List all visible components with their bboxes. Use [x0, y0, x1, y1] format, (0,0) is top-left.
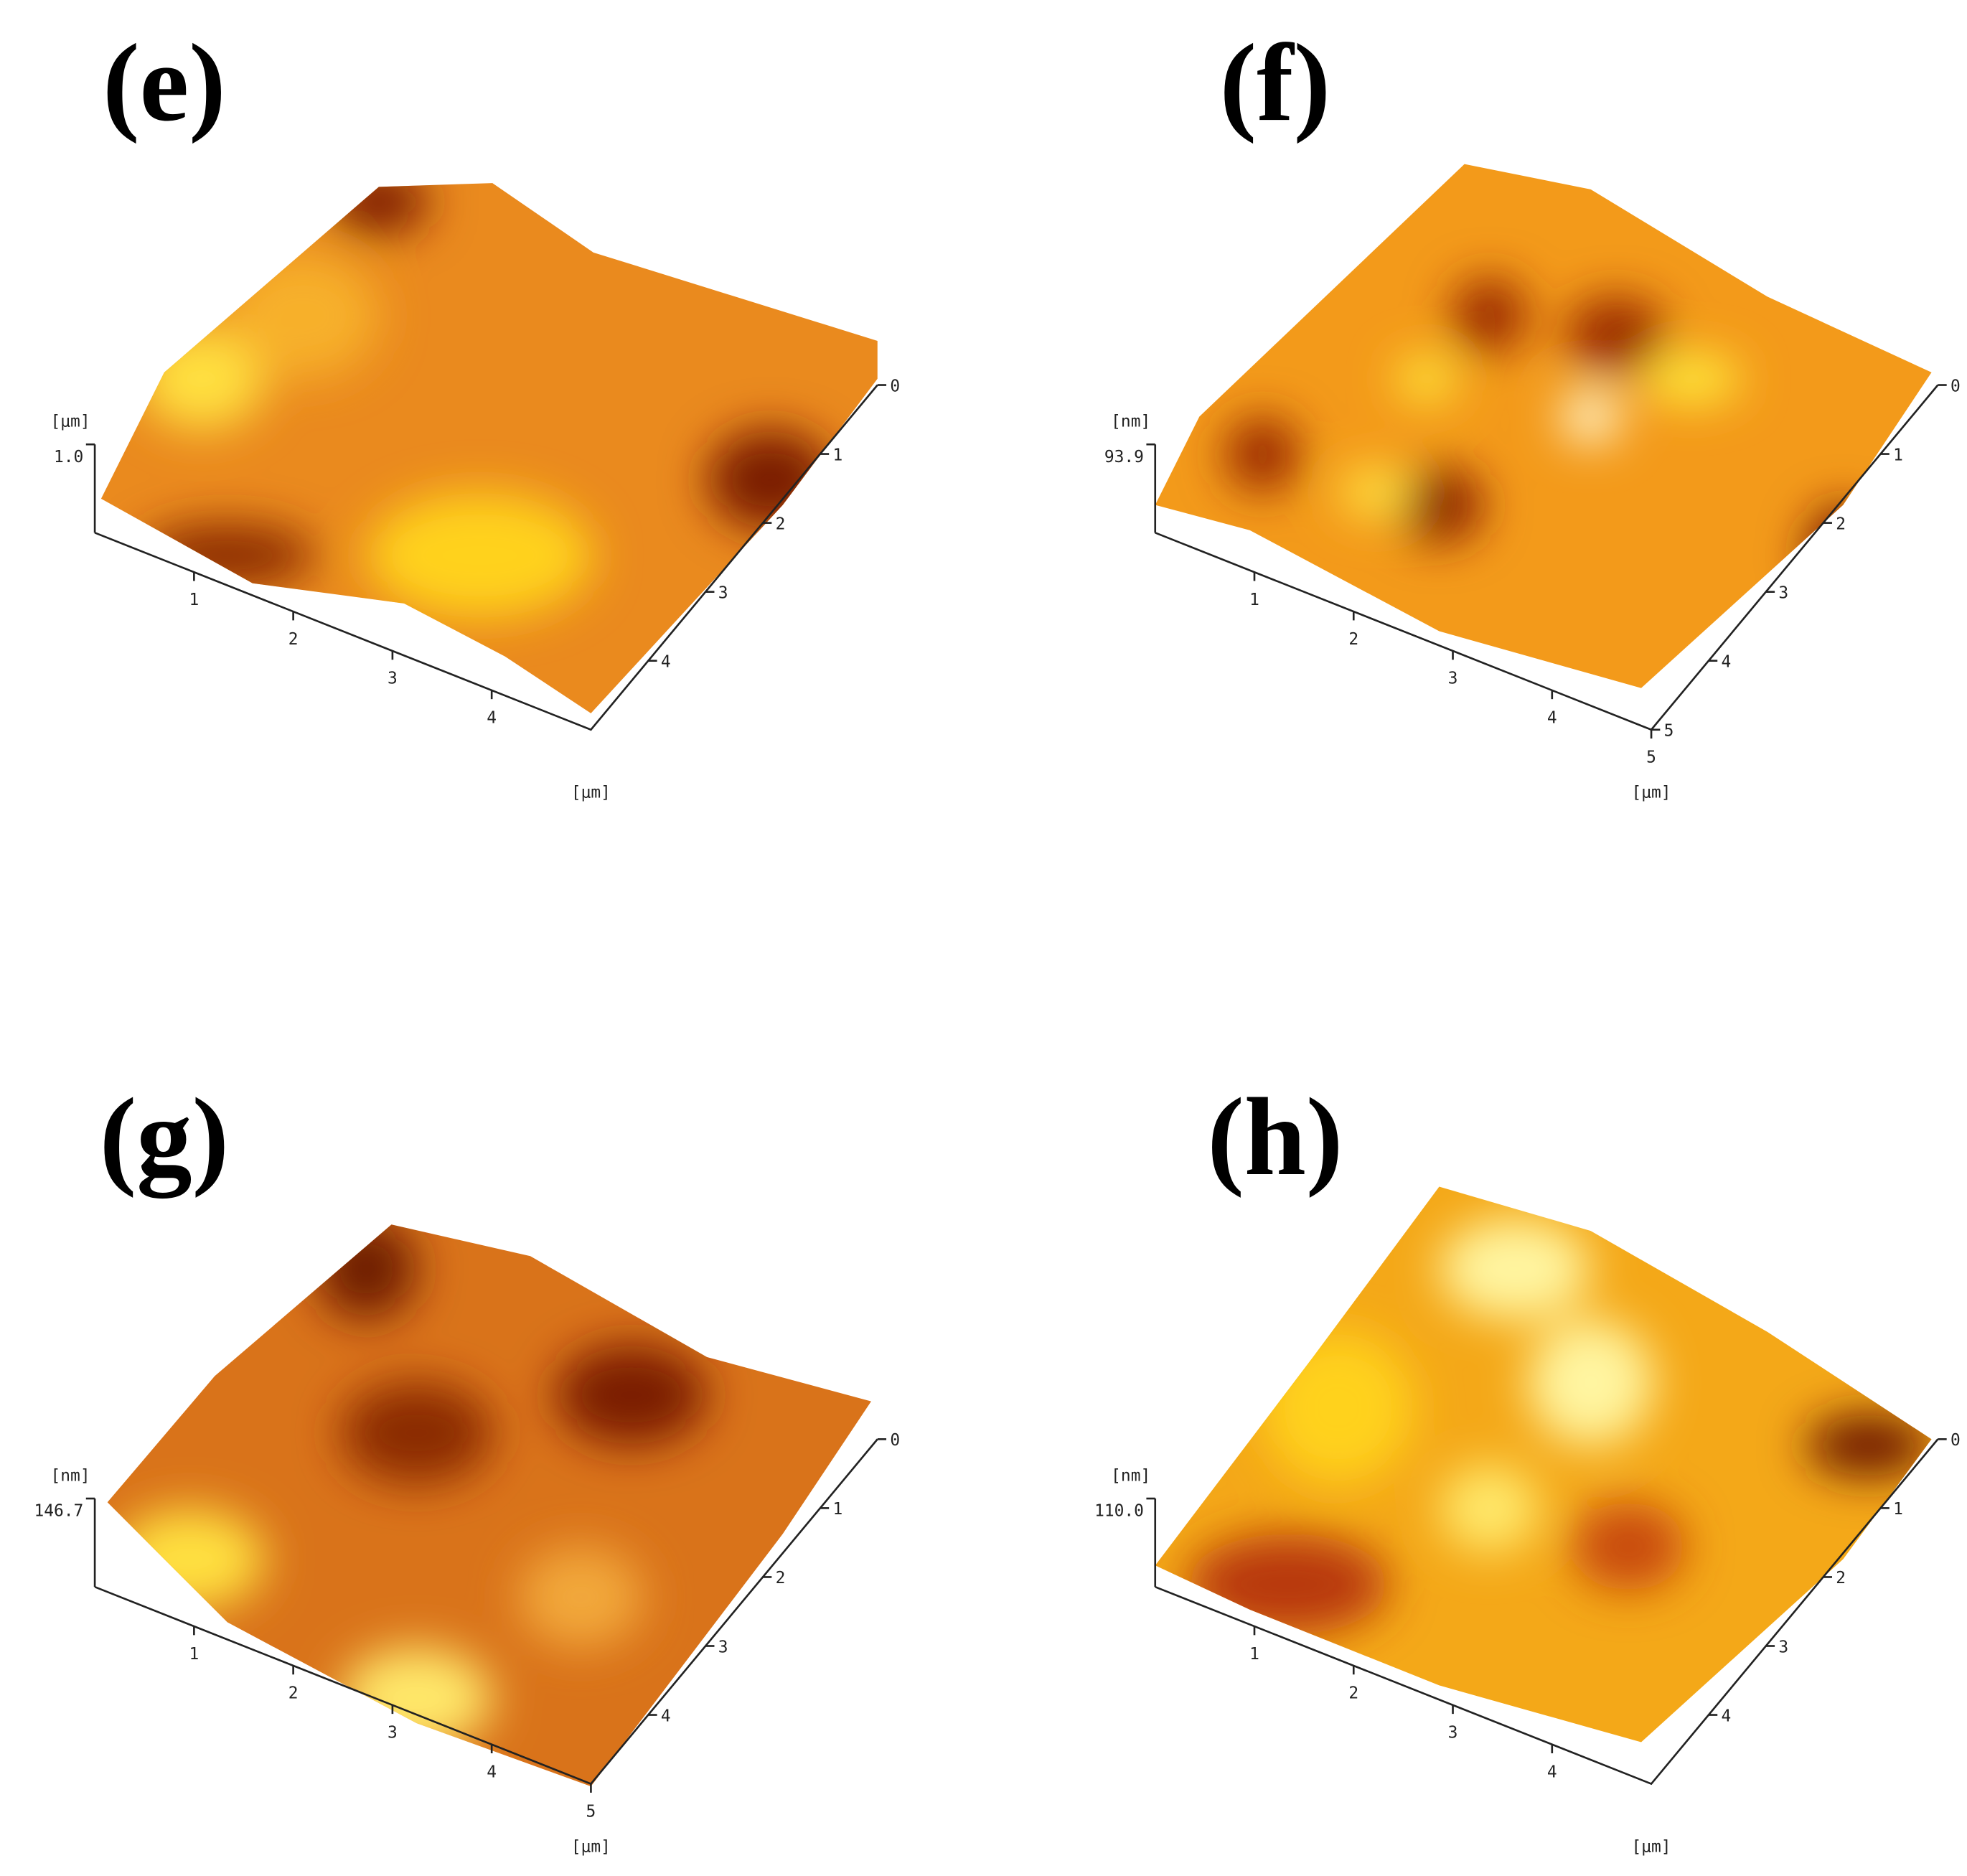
surface-blob [1394, 356, 1458, 402]
surface-texture [139, 183, 834, 619]
surface-blob [1224, 416, 1301, 493]
surface-blob [1262, 1331, 1414, 1483]
afm-panel: (e) [μm] 1.0 1 2 3 4 0 1 2 3 4 [μm] [51, 22, 901, 802]
surface-blob [1527, 1319, 1654, 1446]
y-tick-label: 2 [776, 515, 786, 533]
xy-axes [1155, 1438, 1939, 1786]
x-tick-label: 1 [189, 1645, 199, 1664]
x-tick-label: 4 [487, 709, 497, 728]
surface-blob [1572, 1502, 1686, 1591]
surface-blob [341, 1382, 493, 1483]
x-tick-label: 4 [1547, 1763, 1557, 1781]
y-tick-label: 2 [1836, 1569, 1846, 1587]
x-tick-label: 2 [288, 630, 299, 649]
x-tick-label: 1 [189, 591, 199, 609]
y-tick-label: 0 [1950, 1431, 1961, 1450]
surface-blobs [113, 1224, 708, 1749]
x-tick-label: 3 [388, 1724, 398, 1743]
y-tick-label: 2 [776, 1569, 786, 1587]
x-tick-label: 5 [1646, 748, 1656, 766]
panel-label: (e) [103, 22, 226, 144]
z-max: 146.7 [34, 1502, 83, 1521]
surface-blob [1452, 277, 1528, 354]
surface [1155, 164, 1932, 688]
afm-panel: (f) [nm] 93.9 1 2 3 4 5 0 1 2 3 4 5 [μm] [1104, 22, 1961, 802]
surface-blob [1439, 1464, 1541, 1553]
x-tick-label: 3 [388, 670, 398, 688]
surface-blob [1338, 466, 1414, 518]
y-tick-label: 0 [890, 377, 900, 395]
y-tick-label: 4 [661, 1707, 671, 1725]
x-tick-label: 2 [288, 1684, 299, 1703]
x-tick-label: 3 [1448, 670, 1458, 688]
z-max: 1.0 [54, 448, 83, 466]
xy-axes [94, 384, 878, 731]
y-tick-label: 1 [832, 446, 842, 464]
surface-blobs [139, 183, 834, 619]
xy-unit: [μm] [1632, 784, 1671, 802]
y-tick-label: 3 [1778, 1638, 1788, 1656]
x-tick-label: 4 [487, 1763, 497, 1781]
afm-panel: (g) [nm] 146.7 1 2 3 4 5 0 1 2 3 4 [μm] [34, 1076, 900, 1857]
panel-label: (g) [100, 1076, 229, 1199]
y-tick-label: 3 [718, 1638, 728, 1656]
surface-blob [315, 1224, 417, 1320]
surface-blob [328, 183, 430, 234]
y-tick-label: 5 [1664, 722, 1674, 741]
y-tick-label: 1 [1893, 446, 1903, 464]
z-max: 110.0 [1094, 1502, 1144, 1521]
surface-blob [1186, 1534, 1389, 1636]
z-unit: [μm] [51, 413, 90, 431]
surface-texture [113, 1224, 708, 1749]
z-unit: [nm] [1111, 413, 1150, 431]
z-max: 93.9 [1104, 448, 1144, 466]
surface-blobs [1186, 1218, 1932, 1636]
panel-label: (h) [1207, 1076, 1343, 1199]
y-tick-label: 0 [1950, 377, 1961, 395]
x-tick-label: 1 [1249, 591, 1259, 609]
y-tick-label: 4 [1722, 1707, 1732, 1725]
x-tick-label: 1 [1249, 1645, 1259, 1664]
surface-blob [1394, 466, 1484, 543]
surface-blob [139, 524, 316, 587]
surface-blob [113, 1509, 266, 1610]
y-tick-label: 2 [1836, 515, 1846, 533]
surface-texture [1186, 1218, 1932, 1636]
surface-blob [341, 1647, 493, 1749]
y-tick-label: 0 [890, 1431, 900, 1450]
y-tick-label: 4 [661, 653, 671, 672]
x-tick-label: 4 [1547, 709, 1557, 728]
x-tick-label: 5 [586, 1802, 596, 1821]
surface-blob [1560, 388, 1621, 445]
surface-blob [1640, 353, 1742, 404]
x-tick-label: 2 [1348, 1684, 1358, 1703]
surface-blob [555, 1344, 708, 1446]
x-tick-label: 2 [1348, 630, 1358, 649]
panel-label: (f) [1220, 22, 1331, 144]
surface-blob [517, 1546, 644, 1648]
z-unit: [nm] [1111, 1466, 1150, 1485]
y-tick-label: 3 [1778, 583, 1788, 602]
surface-blob [1805, 1414, 1932, 1478]
surface-blob [227, 252, 379, 379]
x-tick-label: 3 [1448, 1724, 1458, 1743]
afm-panel: (h) [nm] 110.0 1 2 3 4 0 1 2 3 4 [μm] [1094, 1076, 1961, 1857]
y-tick-label: 4 [1722, 653, 1732, 672]
y-tick-label: 1 [832, 1500, 842, 1519]
y-tick-label: 3 [718, 583, 728, 602]
xy-unit: [μm] [571, 784, 611, 802]
surface-blob [1439, 1218, 1591, 1320]
xy-unit: [μm] [571, 1838, 611, 1857]
surface-blob [1565, 296, 1667, 372]
z-unit: [nm] [51, 1466, 90, 1485]
y-tick-label: 1 [1893, 1500, 1903, 1519]
surface-blob [366, 492, 593, 619]
xy-unit: [μm] [1632, 1838, 1671, 1857]
